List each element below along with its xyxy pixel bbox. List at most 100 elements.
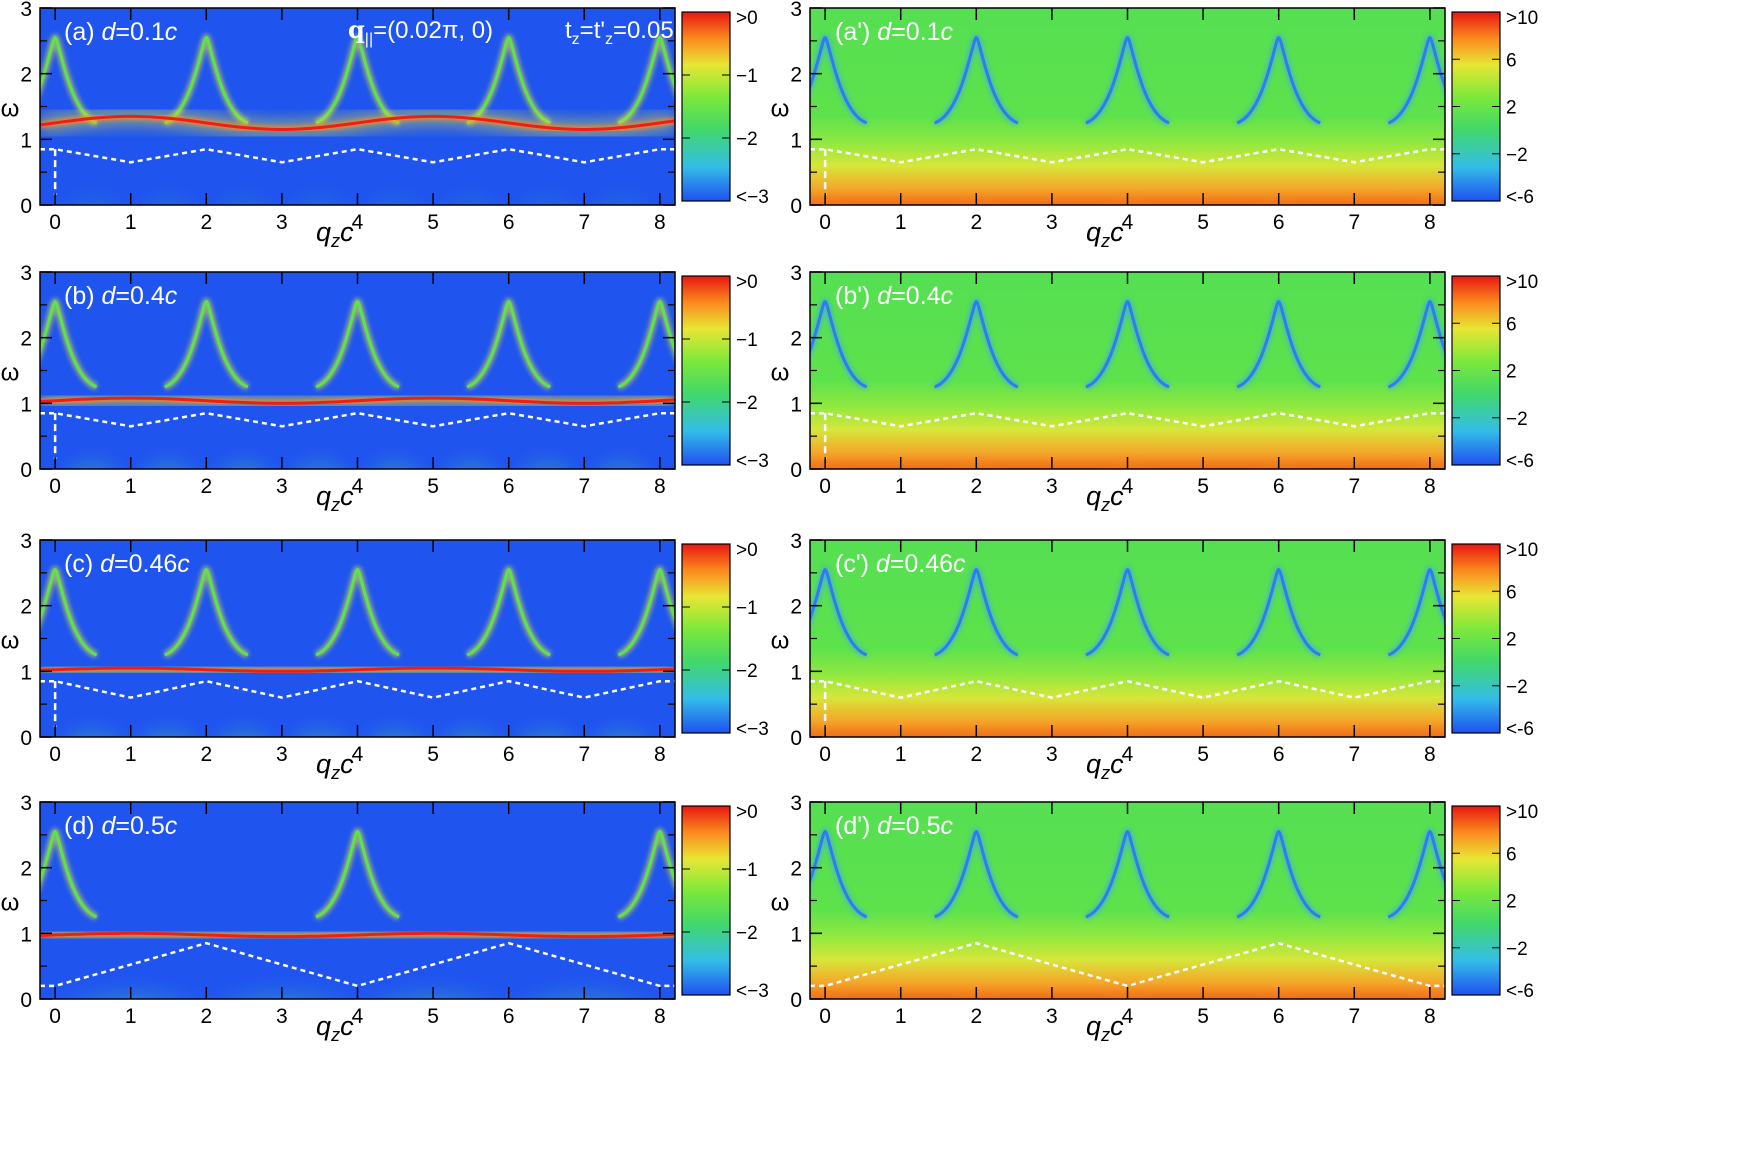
continuum-boundary-line xyxy=(810,941,1445,988)
x-tick-label: 6 xyxy=(503,475,515,498)
x-axis-label: qzc xyxy=(1086,217,1124,251)
colorbar-label: −2 xyxy=(736,923,758,944)
x-tick-label: 7 xyxy=(578,475,590,498)
x-tick-label: 8 xyxy=(1424,475,1436,498)
y-tick-label: 2 xyxy=(790,64,802,87)
continuum-glow xyxy=(281,151,358,205)
plasmon-peak xyxy=(810,300,868,389)
y-tick-label: 1 xyxy=(20,923,32,946)
x-tick-label: 8 xyxy=(1424,743,1436,766)
x-tick-label: 2 xyxy=(970,1005,982,1028)
x-tick-label: 3 xyxy=(1046,475,1058,498)
panel-label: (d) d=0.5c xyxy=(64,812,178,840)
x-tick-label: 7 xyxy=(578,211,590,234)
x-axis-label: qzc xyxy=(1086,749,1124,783)
continuum-glow xyxy=(206,415,282,469)
y-tick-label: 1 xyxy=(790,129,802,152)
y-axis-label: ω xyxy=(771,889,790,916)
continuum-boundary-line xyxy=(810,147,1445,164)
panel-label: (d') d=0.5c xyxy=(835,812,954,840)
continuum-peak-glow xyxy=(1223,695,1334,737)
heatmap-area xyxy=(40,802,675,999)
colorbar-label: >0 xyxy=(736,8,758,29)
y-tick-label: 1 xyxy=(20,129,32,152)
colorbar-label: <−3 xyxy=(736,719,769,740)
colorbar-label: 2 xyxy=(1506,98,1517,119)
continuum-peak-glow xyxy=(810,695,881,737)
x-tick-label: 5 xyxy=(1197,475,1209,498)
x-tick-label: 8 xyxy=(654,475,666,498)
colorbar-label: −1 xyxy=(736,330,758,351)
continuum-glow xyxy=(281,415,358,469)
heatmap-area xyxy=(810,272,1445,469)
y-tick-label: 3 xyxy=(790,530,802,553)
y-tick-label: 0 xyxy=(20,459,32,482)
x-tick-label: 1 xyxy=(125,743,137,766)
x-tick-label: 0 xyxy=(819,475,831,498)
continuum-peak-glow xyxy=(1374,695,1445,737)
plasmon-peak xyxy=(40,300,98,389)
panel-label: (a) d=0.1c xyxy=(64,18,178,46)
plasmon-peak xyxy=(315,568,400,657)
plasmon-peak xyxy=(1085,830,1170,919)
colorbar-label: 2 xyxy=(1506,362,1517,383)
plasmon-peak xyxy=(1387,568,1445,657)
y-axis-label: ω xyxy=(1,359,20,386)
x-tick-label: 6 xyxy=(1273,211,1285,234)
x-tick-label: 3 xyxy=(1046,1005,1058,1028)
y-axis-label: ω xyxy=(771,359,790,386)
continuum-glow xyxy=(278,683,362,737)
plasmon-peak xyxy=(1387,300,1445,389)
continuum-glow xyxy=(433,151,509,205)
heatmap-area xyxy=(810,540,1445,737)
mode-band xyxy=(40,666,675,673)
y-tick-label: 3 xyxy=(790,792,802,815)
continuum-glow xyxy=(130,415,207,469)
colorbar-label: −2 xyxy=(736,393,758,414)
plasmon-peak xyxy=(1085,568,1170,657)
x-tick-label: 0 xyxy=(819,743,831,766)
colorbar-label: 6 xyxy=(1506,582,1517,603)
x-tick-label: 5 xyxy=(427,475,439,498)
colorbar-label: >10 xyxy=(1506,802,1538,823)
continuum-boundary-line xyxy=(810,411,1445,428)
y-tick-label: 1 xyxy=(790,661,802,684)
x-axis-label: qzc xyxy=(316,749,354,783)
y-tick-label: 1 xyxy=(20,393,32,416)
mode-band xyxy=(40,114,675,131)
x-tick-label: 4 xyxy=(352,475,364,498)
colorbar-label: −2 xyxy=(1506,939,1528,960)
y-tick-label: 3 xyxy=(20,0,32,21)
x-tick-label: 4 xyxy=(1122,211,1134,234)
y-tick-label: 2 xyxy=(20,328,32,351)
x-tick-label: 7 xyxy=(1348,475,1360,498)
x-axis-label: qzc xyxy=(316,217,354,251)
panel-label: (b) d=0.4c xyxy=(64,282,178,310)
continuum-glow xyxy=(584,415,660,469)
panel-a': 0 1 2 3 4 5 6 7 8 0 1 2 3 qzc ω (a') d=0.1c >10 6 2 −2 <-6 xyxy=(771,0,1539,251)
x-tick-label: 1 xyxy=(125,211,137,234)
colorbar xyxy=(681,543,731,734)
colorbar-label: −1 xyxy=(736,66,758,87)
y-tick-label: 1 xyxy=(790,923,802,946)
plasmon-peak xyxy=(810,36,868,125)
x-tick-label: 2 xyxy=(200,1005,212,1028)
y-tick-label: 3 xyxy=(790,262,802,285)
colorbar-label: −2 xyxy=(1506,677,1528,698)
mode-band xyxy=(40,396,675,405)
plasmon-peak xyxy=(1085,36,1170,125)
y-tick-label: 3 xyxy=(20,530,32,553)
y-tick-label: 2 xyxy=(20,64,32,87)
y-axis-label: ω xyxy=(1,95,20,122)
plasmon-peak xyxy=(466,36,551,125)
panel-d': 0 1 2 3 4 5 6 7 8 0 1 2 3 qzc ω (d') d=0.5c >10 6 2 −2 <-6 xyxy=(771,792,1539,1045)
colorbar-label: >0 xyxy=(736,540,758,561)
plasmon-peak xyxy=(1236,36,1321,125)
panel-a: 0 1 2 3 4 5 6 7 8 0 1 2 3 qzc ω (a) d=0.1c >0 −1 −2 <−3 xyxy=(1,0,769,251)
panel-d: 0 1 2 3 4 5 6 7 8 0 1 2 3 qzc ω (d) d=0.5c >0 −1 −2 <−3 xyxy=(1,792,769,1045)
continuum-glow xyxy=(508,151,585,205)
x-tick-label: 8 xyxy=(1424,1005,1436,1028)
x-tick-label: 7 xyxy=(1348,211,1360,234)
x-tick-label: 4 xyxy=(352,1005,364,1028)
